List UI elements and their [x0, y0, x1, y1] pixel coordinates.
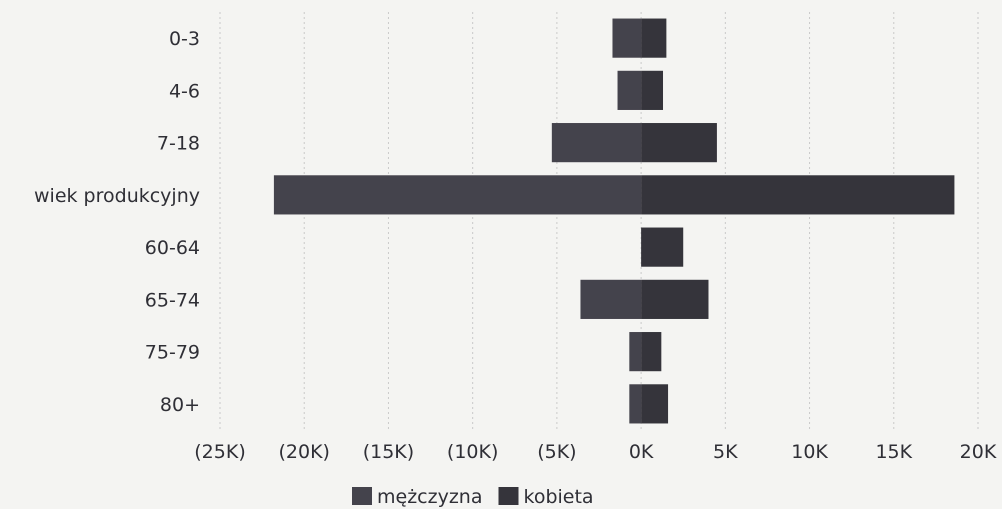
x-tick-label: (5K) — [537, 441, 576, 463]
x-tick-label: 0K — [629, 441, 654, 463]
bars — [274, 19, 955, 424]
category-label: wiek produkcyjny — [34, 185, 200, 207]
x-tick-label: 15K — [875, 441, 912, 463]
x-tick-label: (20K) — [278, 441, 329, 463]
bar-male-2 — [552, 123, 641, 162]
x-tick-label: (25K) — [194, 441, 245, 463]
bar-male-5 — [580, 280, 641, 319]
x-axis-tick-labels: (25K) (20K) (15K) (10K) (5K) 0K 5K 10K 15K 20K — [194, 441, 997, 463]
bar-female-5 — [641, 280, 708, 319]
legend-swatch-female — [499, 487, 519, 505]
legend-label-female: kobieta — [524, 486, 594, 508]
bar-male-3 — [274, 175, 641, 214]
bar-female-7 — [641, 384, 668, 423]
category-label: 7-18 — [157, 133, 200, 155]
category-label: 60-64 — [145, 237, 200, 259]
x-tick-label: (10K) — [447, 441, 498, 463]
bar-female-3 — [641, 175, 954, 214]
legend: mężczyzna kobieta — [352, 486, 594, 508]
x-tick-label: (15K) — [363, 441, 414, 463]
gridlines — [220, 12, 978, 432]
bar-female-2 — [641, 123, 717, 162]
bar-male-1 — [618, 71, 642, 110]
bar-female-6 — [641, 332, 661, 371]
legend-swatch-male — [352, 487, 372, 505]
category-label: 0-3 — [169, 28, 200, 50]
bar-male-0 — [612, 19, 641, 58]
legend-label-male: mężczyzna — [377, 486, 483, 508]
bar-female-0 — [641, 19, 666, 58]
category-labels: 0-3 4-6 7-18 wiek produkcyjny 60-64 65-74 75-7… — [34, 28, 200, 416]
category-label: 4-6 — [169, 80, 200, 102]
category-label: 75-79 — [145, 342, 200, 364]
bar-male-6 — [629, 332, 641, 371]
x-tick-label: 5K — [713, 441, 738, 463]
category-label: 80+ — [160, 394, 200, 416]
bar-female-1 — [641, 71, 663, 110]
category-label: 65-74 — [145, 289, 200, 311]
x-tick-label: 20K — [960, 441, 997, 463]
x-tick-label: 10K — [791, 441, 828, 463]
bar-female-4 — [641, 228, 683, 267]
bar-male-7 — [629, 384, 641, 423]
